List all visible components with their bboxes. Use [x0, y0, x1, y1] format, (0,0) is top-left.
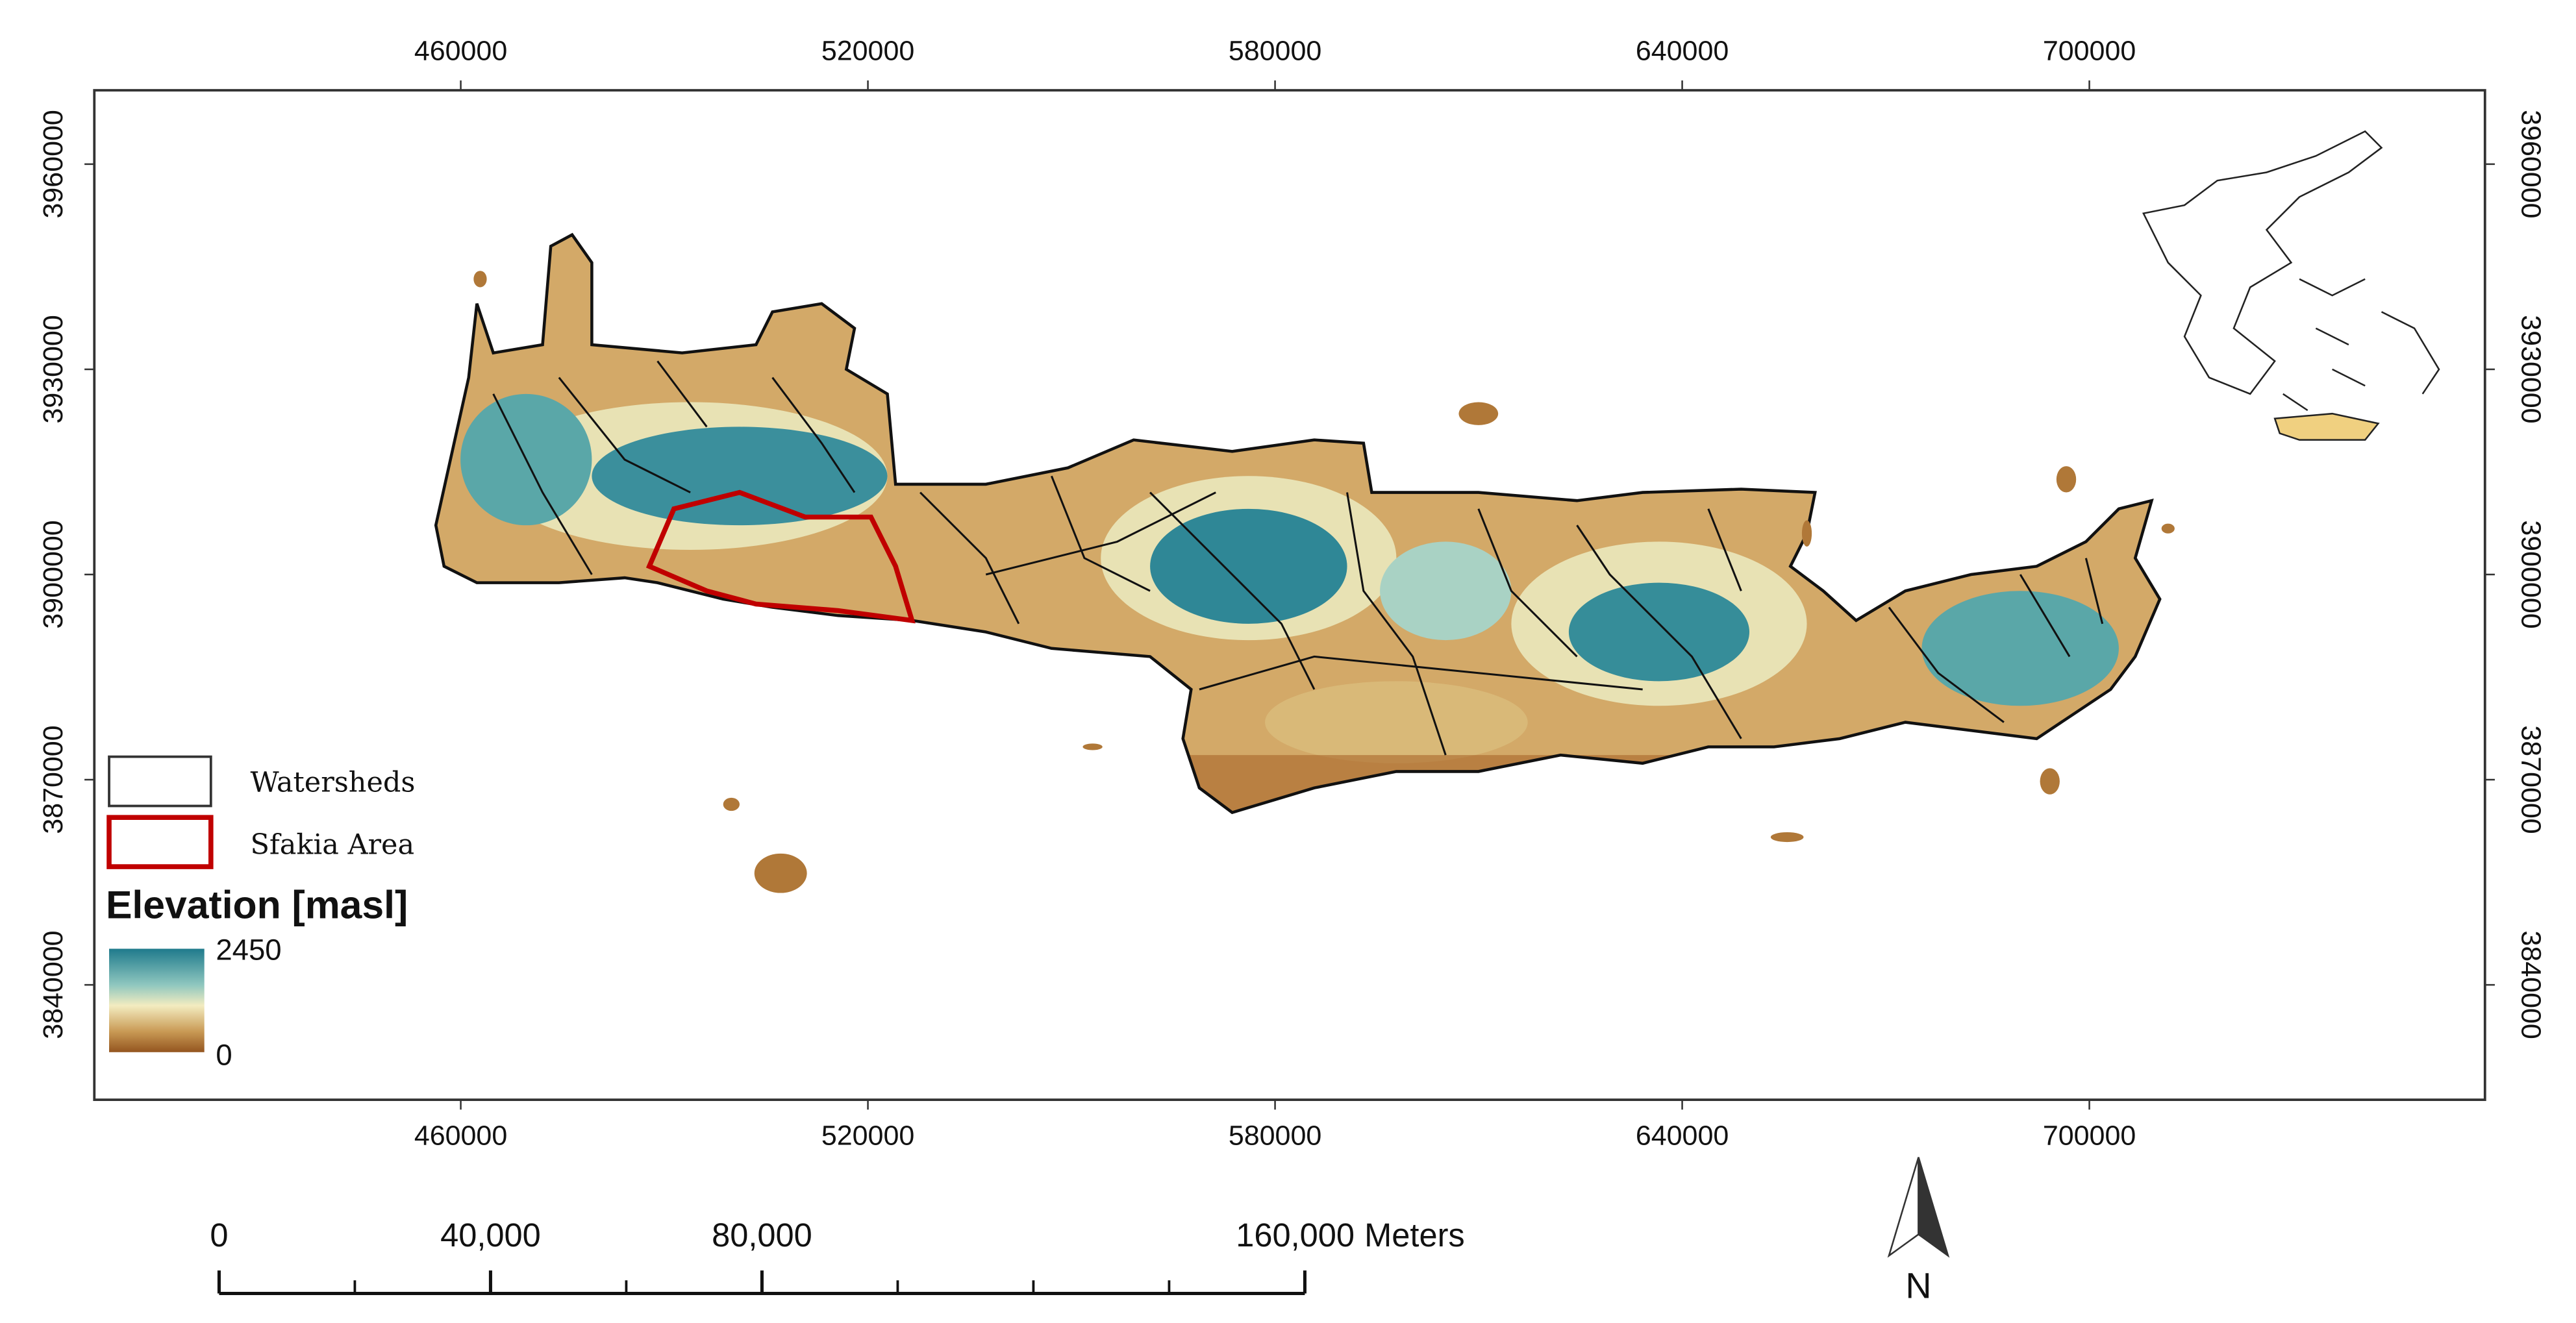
x-tick-label-bottom: 520000	[821, 1120, 914, 1152]
elevation-ramp	[109, 948, 205, 1052]
legend-elevation-title: Elevation [masl]	[106, 882, 408, 926]
x-tick-label-top: 460000	[414, 35, 507, 66]
x-tick-label-bottom: 460000	[414, 1120, 507, 1152]
scale-bar-label: 0	[210, 1217, 228, 1254]
y-tick-label-left: 3930000	[38, 315, 69, 423]
y-tick-label-right: 3900000	[2516, 520, 2547, 628]
scale-bar-label: 40,000	[440, 1217, 541, 1254]
y-tick-label-right: 3960000	[2516, 110, 2547, 218]
north-arrow: N	[1887, 1157, 1950, 1306]
y-tick-label-right: 3870000	[2516, 725, 2547, 834]
x-tick-label-top: 640000	[1636, 35, 1729, 66]
legend: Watersheds Sfakia Area Elevation [masl] …	[106, 755, 415, 1071]
x-tick-label-bottom: 640000	[1636, 1120, 1729, 1152]
north-label: N	[1905, 1266, 1931, 1306]
legend-watersheds-swatch	[108, 755, 212, 808]
y-tick-label-left: 3900000	[38, 520, 69, 628]
legend-sfakia-area: Sfakia Area	[250, 829, 414, 861]
elevation-min: 0	[216, 1038, 232, 1071]
x-tick-label-top: 700000	[2043, 35, 2136, 66]
y-tick-label-left: 3870000	[38, 725, 69, 834]
elevation-max: 2450	[216, 934, 281, 967]
x-tick-label-bottom: 580000	[1229, 1120, 1321, 1152]
coastline	[434, 232, 2162, 815]
scale-bar-label: 160,000	[1236, 1217, 1355, 1254]
scale-bar-label: 80,000	[712, 1217, 812, 1254]
y-tick-label-right: 3930000	[2516, 315, 2547, 423]
x-tick-label-bottom: 700000	[2043, 1120, 2136, 1152]
x-tick-label-top: 520000	[821, 35, 914, 66]
y-tick-label-left: 3840000	[38, 930, 69, 1039]
islets	[473, 271, 2175, 893]
y-tick-label-right: 3840000	[2516, 930, 2547, 1039]
greece-inset	[2142, 130, 2440, 441]
scale-bar-units: Meters	[1364, 1217, 1465, 1254]
x-tick-label-top: 580000	[1229, 35, 1321, 66]
y-tick-label-left: 3960000	[38, 110, 69, 218]
legend-sfakia-swatch	[106, 815, 214, 869]
legend-watersheds: Watersheds	[250, 767, 415, 799]
sfakia-area-outline	[645, 489, 916, 624]
watershed-boundaries	[492, 360, 2104, 756]
